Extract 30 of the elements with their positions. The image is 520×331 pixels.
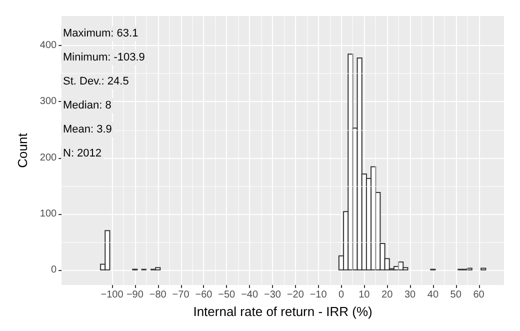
x-tick-label: 0 bbox=[338, 290, 344, 300]
annotation: Minimum: -103.9 bbox=[63, 52, 145, 64]
y-tick-label: 100 bbox=[40, 208, 58, 220]
x-tick-label: −90 bbox=[126, 290, 144, 300]
x-axis-title: Internal rate of return - IRR (%) bbox=[193, 304, 372, 319]
x-tick-label: 40 bbox=[427, 290, 439, 300]
y-tick-label: 400 bbox=[40, 40, 58, 52]
x-tick-label: 10 bbox=[358, 290, 370, 300]
x-tick-label: −20 bbox=[286, 290, 304, 300]
x-tick-label: 20 bbox=[382, 290, 394, 300]
x-tick-label: 60 bbox=[473, 290, 485, 300]
x-tick-label: 30 bbox=[404, 290, 416, 300]
x-tick-label: −70 bbox=[172, 290, 190, 300]
x-tick-label: −50 bbox=[218, 290, 236, 300]
x-tick-label: −40 bbox=[241, 290, 258, 300]
x-tick-label: −10 bbox=[310, 290, 328, 300]
y-tick-label: 300 bbox=[40, 96, 58, 108]
annotation: Maximum: 63.1 bbox=[63, 28, 138, 40]
x-tick-label: −100 bbox=[100, 290, 124, 300]
x-tick-label: 50 bbox=[450, 290, 462, 300]
annotation: Mean: 3.9 bbox=[63, 124, 112, 136]
y-tick-label: 200 bbox=[40, 152, 58, 164]
y-axis-title: Count bbox=[15, 132, 30, 168]
x-tick-label: −80 bbox=[149, 290, 167, 300]
x-tick-label: −30 bbox=[264, 290, 282, 300]
x-tick-label: −60 bbox=[195, 290, 213, 300]
y-tick-label: 0 bbox=[51, 264, 58, 276]
annotation: Median: 8 bbox=[63, 100, 112, 112]
annotation: St. Dev.: 24.5 bbox=[63, 76, 129, 88]
annotation: N: 2012 bbox=[63, 148, 102, 160]
